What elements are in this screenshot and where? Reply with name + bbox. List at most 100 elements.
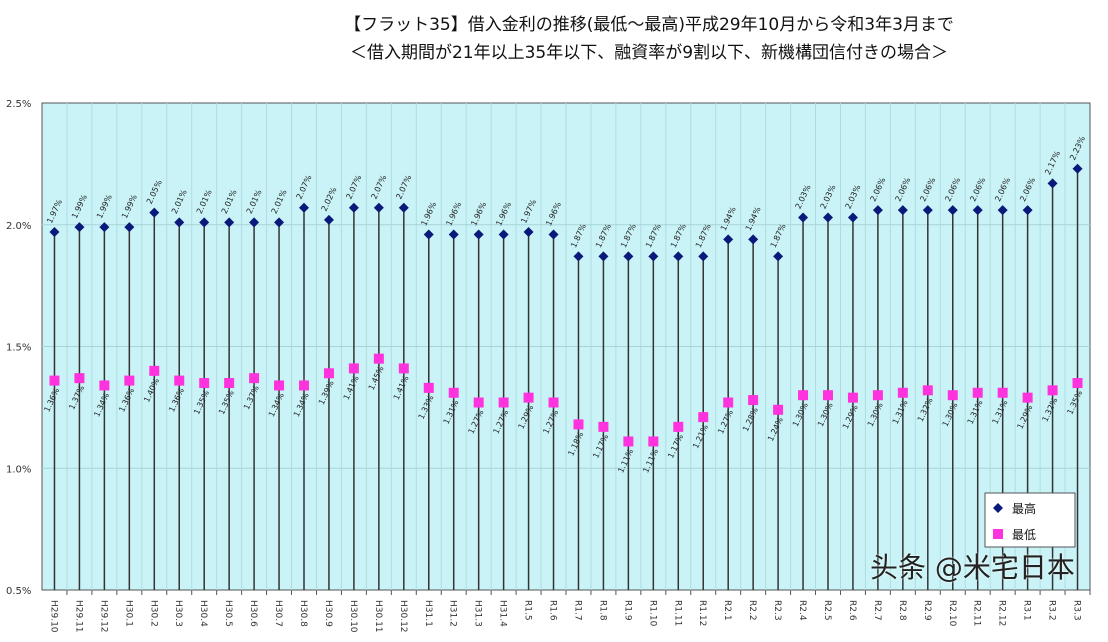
min-point-marker: [174, 375, 185, 386]
min-point-marker: [249, 373, 260, 384]
x-tick-label: H30.4: [198, 600, 208, 627]
min-point-marker: [323, 368, 334, 379]
max-point-marker: [1047, 178, 1058, 189]
max-point-marker: [947, 205, 958, 216]
max-point-marker: [523, 227, 534, 238]
x-tick-label: H30.7: [273, 600, 283, 627]
x-tick-label: R2.4: [797, 600, 807, 621]
max-point-marker: [398, 202, 409, 213]
min-point-marker: [947, 390, 958, 401]
max-point-marker: [872, 205, 883, 216]
y-tick-label: 1.5%: [6, 343, 31, 354]
x-tick-label: H30.5: [223, 600, 233, 627]
x-tick-label: H29.10: [48, 600, 58, 633]
min-point-marker: [798, 390, 809, 401]
max-point-marker: [698, 251, 709, 262]
min-point-marker: [423, 382, 434, 393]
x-tick-label: R1.9: [622, 600, 632, 621]
x-tick-label: H29.11: [73, 600, 83, 633]
max-point-marker: [598, 251, 609, 262]
chart-title: 【フラット35】借入金利の推移(最低～最高)平成29年10月から令和3年3月まで: [344, 15, 954, 35]
max-point-marker: [323, 214, 334, 225]
x-tick-label: R2.9: [922, 600, 932, 621]
x-tick-label: R2.6: [847, 600, 857, 621]
x-tick-label: R2.12: [997, 600, 1007, 626]
x-tick-label: R1.5: [523, 600, 533, 621]
min-point-marker: [1047, 385, 1058, 396]
max-point-marker: [673, 251, 684, 262]
min-point-marker: [274, 380, 285, 391]
x-tick-label: H30.6: [248, 600, 258, 627]
max-point-marker: [573, 251, 584, 262]
max-point-marker: [174, 217, 185, 228]
x-tick-label: R2.3: [772, 600, 782, 621]
max-point-marker: [249, 217, 260, 228]
x-tick-label: R1.8: [597, 600, 607, 621]
min-point-marker: [748, 395, 759, 406]
x-tick-label: R1.6: [548, 600, 558, 621]
min-point-marker: [523, 392, 534, 403]
legend-max-marker: [993, 503, 1003, 513]
min-point-marker: [623, 436, 634, 447]
max-point-marker: [1022, 205, 1033, 216]
min-point-marker: [922, 385, 933, 396]
min-point-marker: [124, 375, 135, 386]
max-point-marker: [473, 229, 484, 240]
min-point-marker: [548, 397, 559, 408]
x-tick-label: H29.12: [98, 600, 108, 633]
max-point-marker: [997, 205, 1008, 216]
min-point-marker: [573, 419, 584, 430]
max-point-marker: [274, 217, 285, 228]
min-point-marker: [997, 387, 1008, 398]
max-point-marker: [623, 251, 634, 262]
max-point-marker: [299, 202, 309, 213]
x-tick-label: H30.9: [323, 600, 333, 627]
min-point-marker: [1072, 378, 1083, 389]
min-point-marker: [49, 375, 60, 386]
x-tick-label: H30.8: [298, 600, 308, 627]
x-tick-label: R3.1: [1022, 600, 1032, 621]
max-point-marker: [348, 202, 359, 213]
max-point-marker: [498, 229, 509, 240]
min-point-marker: [299, 380, 309, 391]
min-point-marker: [972, 387, 983, 398]
min-point-marker: [823, 390, 833, 401]
x-tick-label: R2.1: [722, 600, 732, 621]
y-tick-label: 2.5%: [6, 99, 31, 110]
min-point-marker: [673, 421, 684, 432]
min-point-marker: [773, 404, 784, 415]
min-point-marker: [897, 387, 908, 398]
chart-subtitle: ＜借入期間が21年以上35年以下、融資率が9割以下、新機構団信付きの場合＞: [349, 43, 949, 63]
x-tick-label: H30.12: [398, 600, 408, 633]
x-tick-label: R2.8: [897, 600, 907, 621]
y-tick-label: 0.5%: [6, 586, 31, 597]
max-point-marker: [199, 217, 210, 228]
min-point-marker: [648, 436, 659, 447]
x-tick-label: R2.5: [822, 600, 832, 621]
max-point-marker: [423, 229, 434, 240]
x-tick-label: H30.11: [373, 600, 383, 633]
min-point-marker: [149, 365, 160, 376]
x-tick-label: R3.3: [1072, 600, 1082, 621]
min-point-marker: [74, 373, 85, 384]
x-tick-label: R1.7: [572, 600, 582, 621]
max-point-marker: [1072, 163, 1083, 174]
y-tick-label: 1.0%: [6, 464, 31, 475]
x-tick-label: R2.11: [972, 600, 982, 626]
min-point-marker: [698, 412, 709, 423]
min-point-marker: [224, 378, 235, 389]
x-tick-label: R3.2: [1047, 600, 1057, 621]
max-point-marker: [798, 212, 809, 223]
legend-min-marker: [993, 529, 1003, 539]
min-point-marker: [473, 397, 484, 408]
max-point-marker: [49, 227, 60, 238]
x-tick-label: R2.7: [872, 600, 882, 621]
min-point-marker: [99, 380, 110, 391]
max-point-marker: [723, 234, 734, 245]
min-point-marker: [598, 421, 609, 432]
x-tick-label: R1.10: [647, 600, 657, 627]
x-tick-label: R2.2: [747, 600, 757, 621]
max-point-marker: [897, 205, 908, 216]
max-point-marker: [448, 229, 459, 240]
